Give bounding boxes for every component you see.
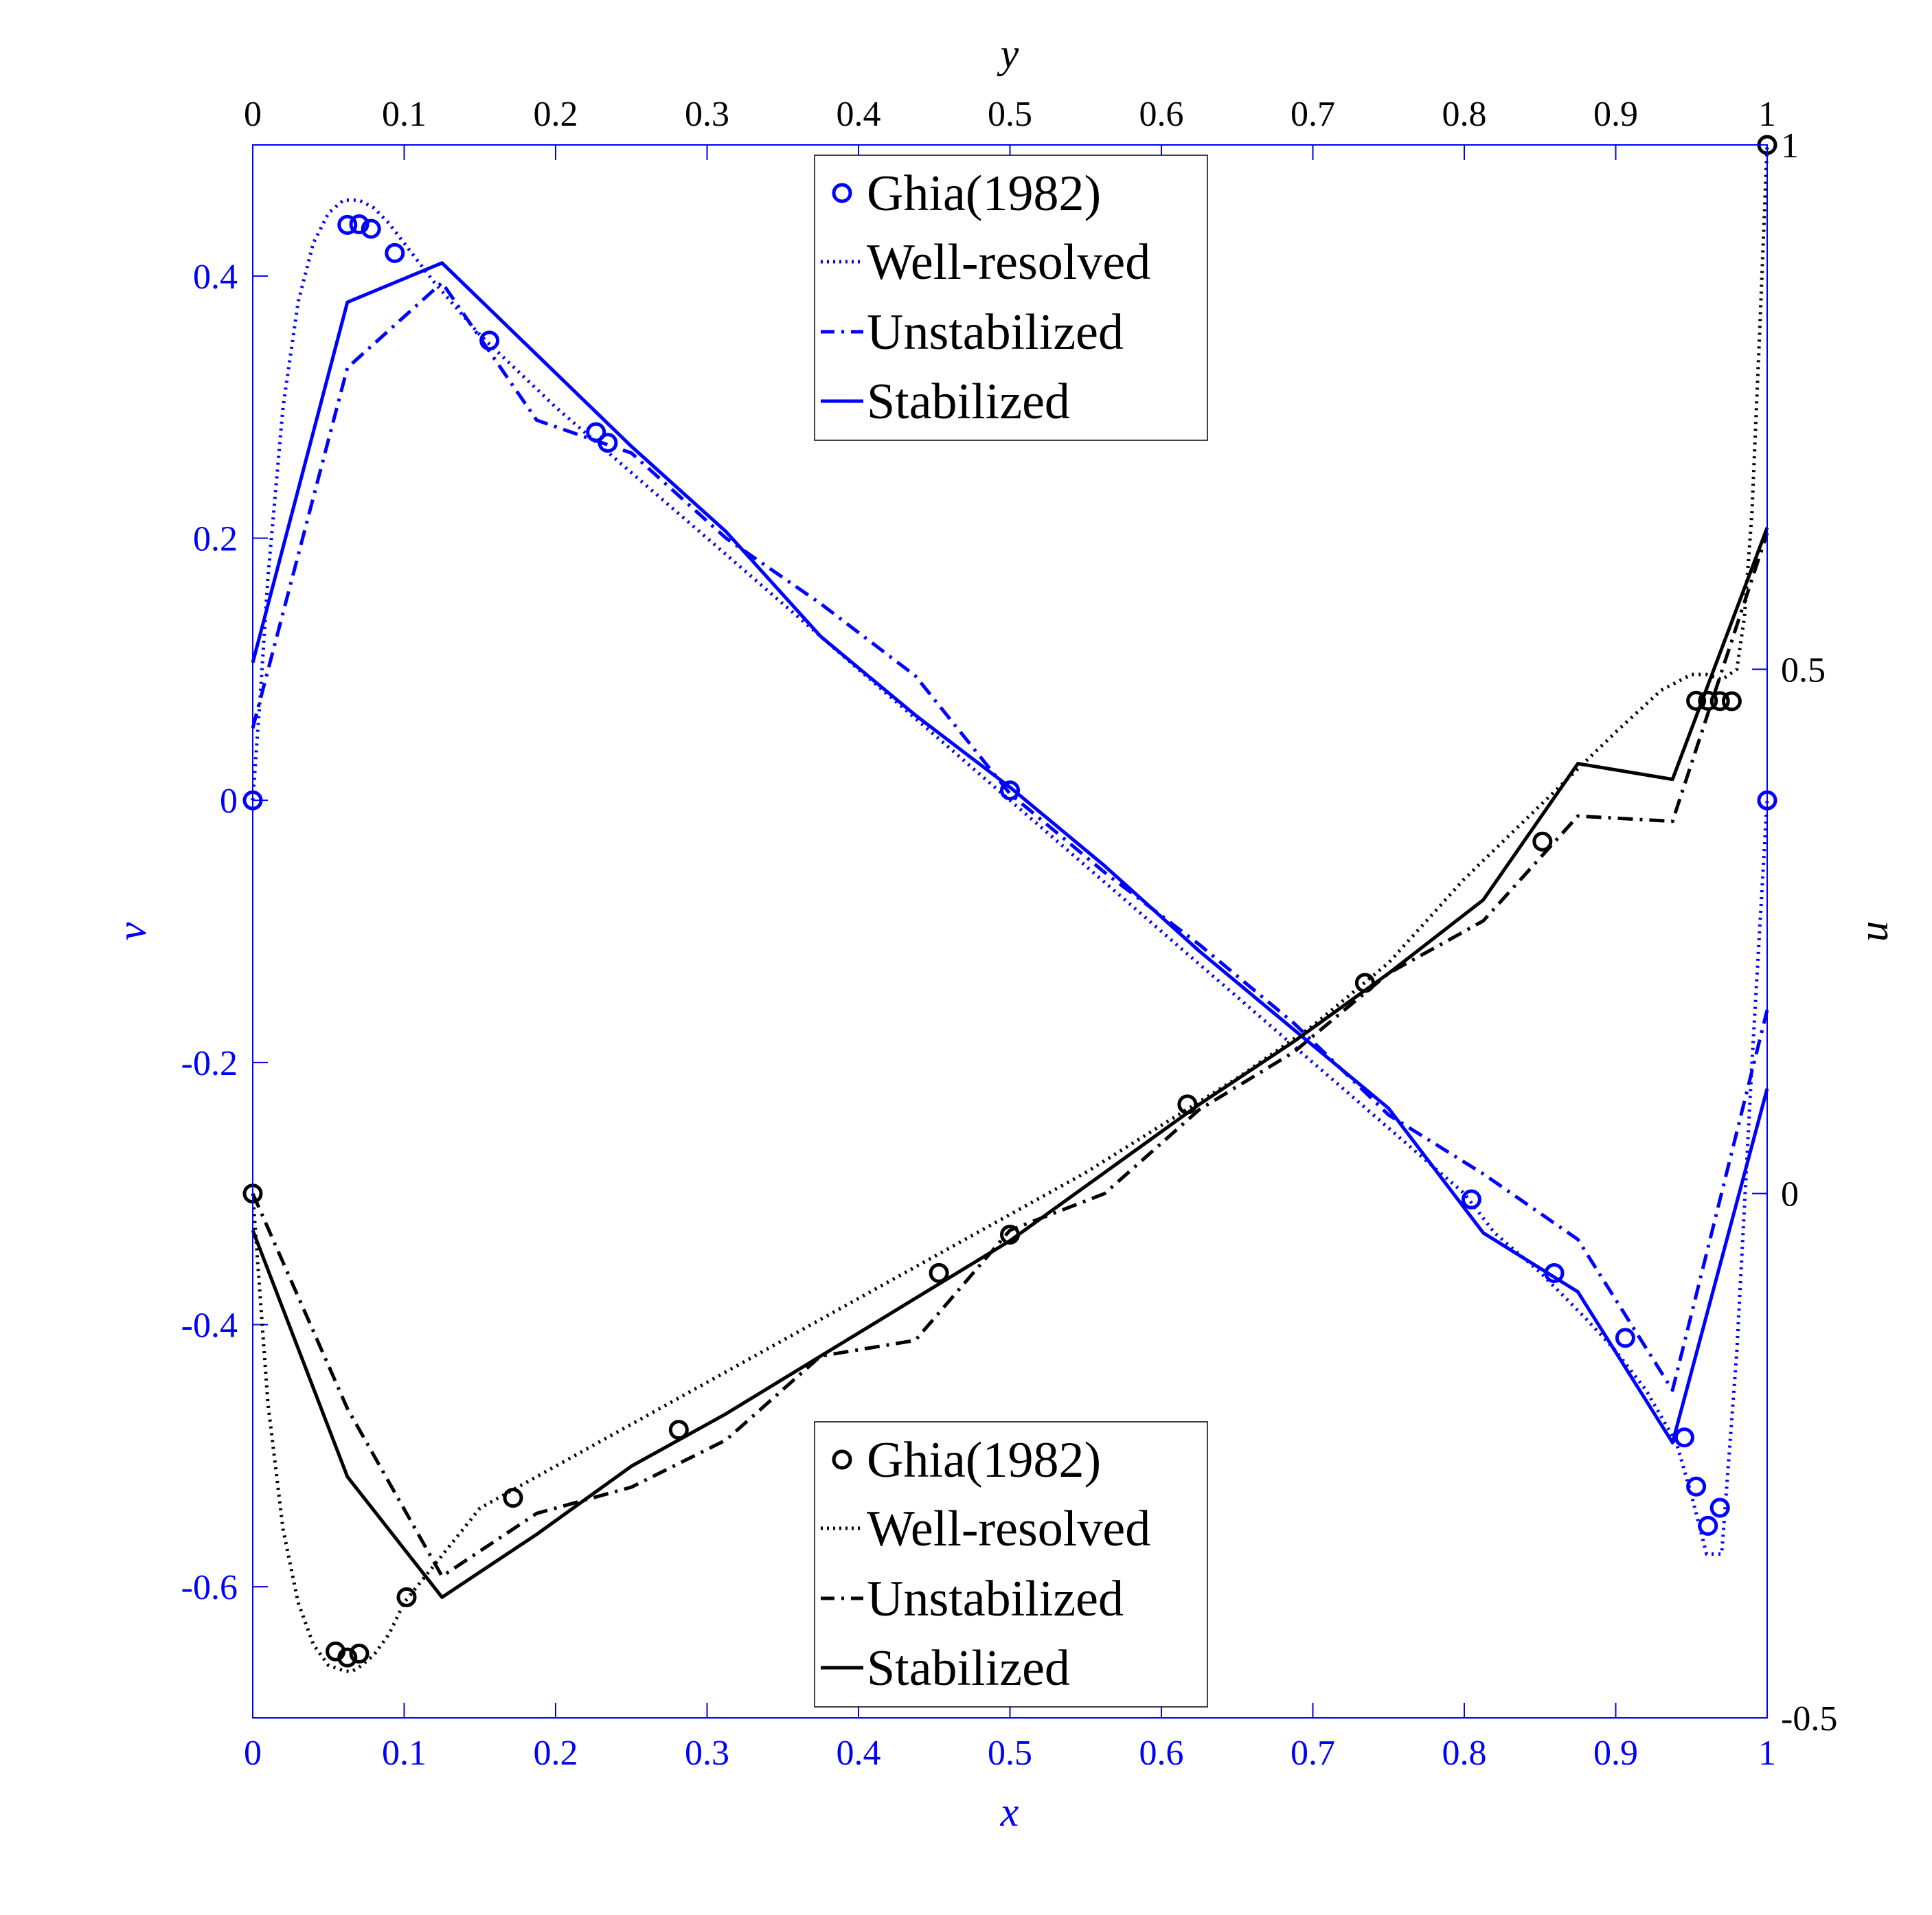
x-tick-label: 0 xyxy=(244,1734,262,1773)
legend-u-unstabilized-label: Unstabilized xyxy=(867,1571,1124,1627)
u-tick-label: 0.5 xyxy=(1781,650,1826,690)
v-ghia-point xyxy=(1686,1476,1707,1497)
v-series-unstabilized-line xyxy=(251,280,1769,1392)
y-top-tick-label: 1 xyxy=(1758,95,1776,134)
u-ghia-point xyxy=(1709,691,1730,712)
y-top-tick-label: 0.3 xyxy=(685,95,729,134)
u-ghia-point xyxy=(337,1647,358,1668)
u-ghia-point xyxy=(668,1420,689,1440)
y-top-tick-label: 0.6 xyxy=(1139,95,1184,134)
y-top-tick-label: 0 xyxy=(244,95,262,134)
x-tick-label: 0.9 xyxy=(1593,1734,1638,1773)
u-ghia-point xyxy=(1354,973,1375,993)
v-ghia-point xyxy=(1544,1263,1565,1283)
u-ghia-point xyxy=(503,1488,523,1508)
v-tick-label: -0.4 xyxy=(181,1306,238,1346)
v-axis-label: v xyxy=(109,922,155,940)
u-ghia-point xyxy=(929,1262,949,1283)
legend-v-stabilized-label: Stabilized xyxy=(867,374,1070,430)
legend-u-ghia-marker xyxy=(832,1449,852,1470)
legend-u: Ghia(1982) Well-resolved Unstabilized St… xyxy=(814,1421,1208,1708)
v-ghia-point xyxy=(1709,1497,1730,1518)
v-ghia-point xyxy=(598,433,618,453)
legend-v-well-resolved-label: Well-resolved xyxy=(867,234,1150,291)
v-tick-label: 0 xyxy=(220,782,238,821)
u-ghia-point xyxy=(1177,1094,1198,1115)
u-series-unstabilized-line xyxy=(251,532,1769,1578)
v-ghia-point xyxy=(361,218,381,239)
v-ghia-point xyxy=(349,214,370,234)
u-ghia-point xyxy=(396,1587,417,1607)
x-tick-label: 0.6 xyxy=(1139,1734,1184,1773)
series-layer xyxy=(242,135,1777,1674)
y-top-tick-label: 0.9 xyxy=(1593,95,1638,134)
v-ghia-point xyxy=(337,214,358,235)
legend-u-stabilized-label: Stabilized xyxy=(867,1640,1070,1697)
legend-u-box xyxy=(814,1421,1208,1708)
v-ghia-point xyxy=(385,242,405,263)
v-ghia-point xyxy=(1674,1427,1694,1448)
legend-u-ghia-label: Ghia(1982) xyxy=(867,1432,1101,1488)
v-tick-label: -0.2 xyxy=(181,1044,238,1083)
x-axis-label: x xyxy=(1000,1789,1019,1835)
x-tick-label: 0.7 xyxy=(1291,1734,1335,1773)
v-ghia-point xyxy=(586,422,606,442)
y-top-tick-label: 0.4 xyxy=(837,95,881,134)
u-ghia-point xyxy=(1721,691,1742,712)
y-top-tick-label: 0.8 xyxy=(1442,95,1487,134)
v-ghia-point xyxy=(1615,1328,1635,1348)
u-axis-label: u xyxy=(1851,921,1896,942)
y-top-tick-label: 0.5 xyxy=(988,95,1032,134)
v-series-stabilized-line xyxy=(251,261,1769,1444)
u-series-stabilized-line xyxy=(251,527,1769,1599)
x-tick-label: 0.2 xyxy=(534,1734,578,1773)
legend-v: Ghia(1982) Well-resolved Unstabilized St… xyxy=(814,155,1208,441)
tick-labels: 0 0.1 0.2 0.3 0.4 0.5 0.6 0.7 0.8 0.9 1 0 0.1 0.2 0.3 0… xyxy=(181,95,1838,1773)
legend-v-unstabilized-label: Unstabilized xyxy=(867,304,1124,361)
u-ghia-point xyxy=(1000,1225,1020,1245)
v-ghia-point xyxy=(1000,780,1020,801)
legend-v-ghia-label: Ghia(1982) xyxy=(867,166,1101,222)
legend-v-box xyxy=(814,155,1208,441)
x-tick-label: 1 xyxy=(1758,1734,1776,1773)
v-tick-label: 0.2 xyxy=(193,520,238,559)
v-ghia-point xyxy=(479,330,500,351)
legend-v-ghia-marker xyxy=(832,183,852,203)
y-top-tick-label: 0.1 xyxy=(382,95,427,134)
u-ghia-point xyxy=(349,1643,370,1664)
v-ghia-point xyxy=(1698,1515,1718,1536)
y-top-axis-label: y xyxy=(997,31,1019,76)
u-tick-label: 0 xyxy=(1781,1175,1799,1214)
y-top-tick-label: 0.2 xyxy=(534,95,578,134)
u-ghia-point xyxy=(1686,690,1707,711)
v-ghia-point xyxy=(1461,1189,1481,1210)
u-tick-label: 1 xyxy=(1781,126,1799,166)
u-tick-label: -0.5 xyxy=(1781,1699,1837,1738)
v-tick-label: -0.6 xyxy=(181,1568,238,1607)
x-tick-label: 0.8 xyxy=(1442,1734,1487,1773)
x-tick-label: 0.1 xyxy=(382,1734,427,1773)
u-ghia-point xyxy=(1698,690,1718,711)
x-tick-label: 0.5 xyxy=(988,1734,1032,1773)
v-tick-label: 0.4 xyxy=(193,258,238,297)
legend-u-well-resolved-label: Well-resolved xyxy=(867,1501,1150,1557)
x-tick-label: 0.3 xyxy=(685,1734,729,1773)
y-top-tick-label: 0.7 xyxy=(1291,95,1335,134)
plot-box xyxy=(252,144,1768,1719)
x-tick-label: 0.4 xyxy=(837,1734,881,1773)
u-ghia-point xyxy=(1532,831,1553,852)
